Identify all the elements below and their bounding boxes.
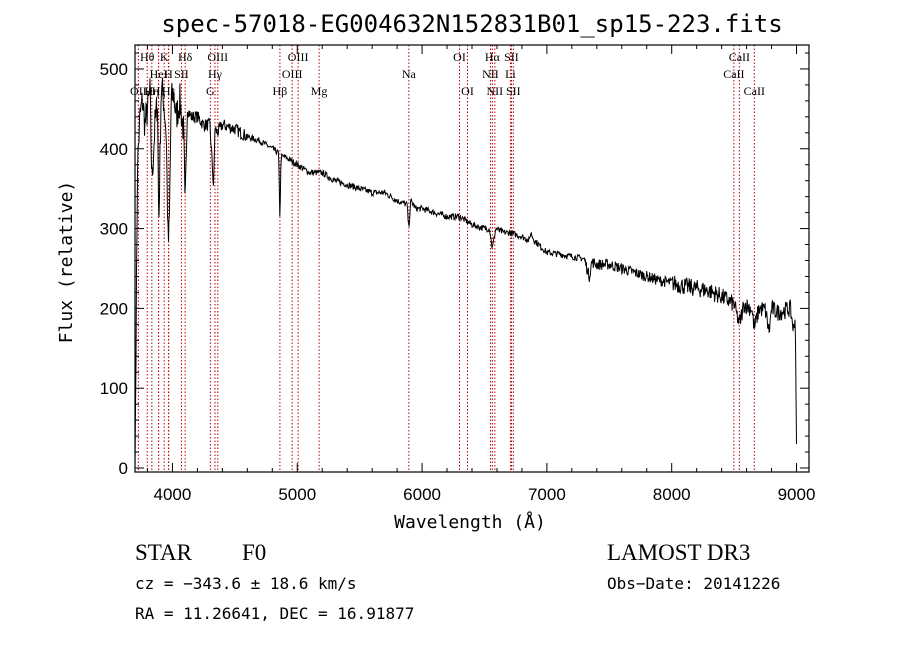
y-tick-label: 200 (100, 299, 128, 318)
y-axis-label: Flux (relative) (56, 181, 77, 344)
line-marker-label: Hβ (273, 84, 288, 98)
line-marker-label: Hα (485, 50, 501, 64)
y-tick-label: 100 (100, 379, 128, 398)
line-marker-label: K (160, 50, 169, 64)
plot-frame (134, 44, 810, 473)
y-axis: 0 100 200 300 400 500 (100, 52, 809, 478)
line-marker-label: Hγ (208, 67, 223, 81)
x-tick-label: 7000 (528, 485, 566, 504)
line-marker-label: OIII (282, 67, 303, 81)
x-tick-label: 4000 (154, 485, 192, 504)
line-marker-label: OI (453, 50, 466, 64)
chart-title: spec-57018-EG004632N152831B01_sp15-223.f… (161, 10, 782, 38)
line-marker-label: HeI (150, 67, 168, 81)
redshift-velocity: cz = −343.6 ± 18.6 km/s (135, 574, 357, 593)
line-marker-label: Hθ (140, 50, 155, 64)
line-marker-labels: OIIHθHηHeIHζKHHεSIIHδGHγOIIIHβOIIIOIIIMg… (130, 50, 765, 98)
line-marker-label: H (164, 67, 173, 81)
line-marker-label: G (206, 84, 215, 98)
x-tick-label: 5000 (278, 485, 316, 504)
line-marker-label: Hδ (178, 50, 193, 64)
line-marker-label: SII (504, 50, 519, 64)
y-tick-label: 0 (119, 459, 128, 478)
line-marker-label: OI (461, 84, 474, 98)
x-tick-label: 8000 (653, 485, 691, 504)
x-axis: 4000 5000 6000 7000 8000 9000 (146, 45, 816, 504)
line-marker-label: CaII (729, 50, 750, 64)
x-tick-label: 9000 (778, 485, 816, 504)
y-tick-label: 400 (100, 140, 128, 159)
x-tick-label: 6000 (403, 485, 441, 504)
survey-name: LAMOST DR3 (607, 540, 750, 565)
spectrum-line (134, 77, 797, 469)
line-marker-label: CaII (723, 67, 744, 81)
line-marker-label: Li (505, 67, 516, 81)
observation-date: Obs−Date: 20141226 (607, 574, 780, 593)
x-axis-label: Wavelength (Å) (394, 511, 546, 533)
coordinates: RA = 11.26641, DEC = 16.91877 (135, 604, 414, 623)
line-marker-label: NII (482, 67, 499, 81)
line-markers (137, 45, 755, 472)
line-marker-label: NII (487, 84, 504, 98)
line-marker-label: Mg (311, 84, 328, 98)
y-tick-label: 500 (100, 60, 128, 79)
line-marker-label: CaII (744, 84, 765, 98)
line-marker-label: OIII (288, 50, 309, 64)
line-marker-label: OIII (207, 50, 228, 64)
line-marker-label: SII (174, 67, 189, 81)
line-marker-label: SII (506, 84, 521, 98)
y-tick-label: 300 (100, 220, 128, 239)
line-marker-label: Na (402, 67, 417, 81)
object-subclass: F0 (242, 540, 266, 565)
object-class: STAR (135, 540, 193, 565)
spectrum-series (134, 77, 797, 469)
